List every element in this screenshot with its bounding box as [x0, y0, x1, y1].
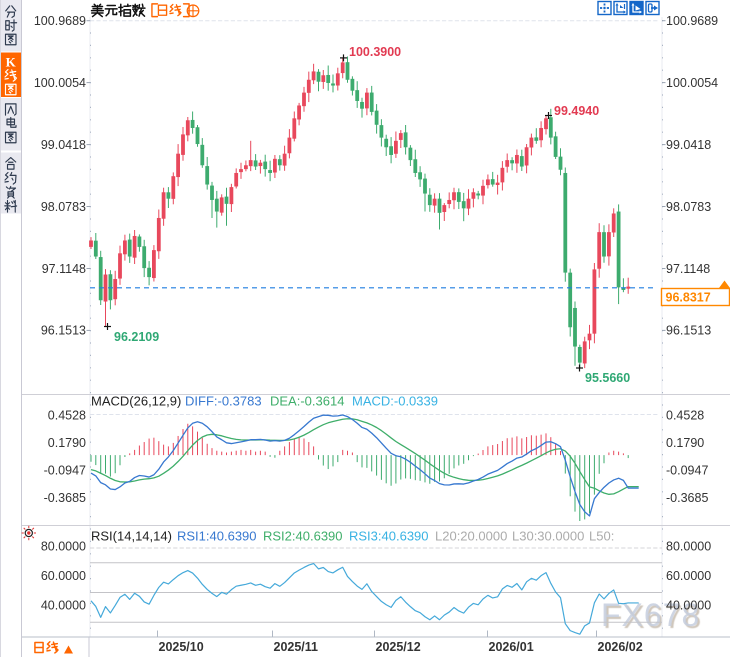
svg-text:2025/11: 2025/11 — [274, 640, 319, 654]
svg-text:60.0000: 60.0000 — [41, 569, 86, 583]
svg-text:2025/12: 2025/12 — [376, 640, 421, 654]
svg-text:100.0054: 100.0054 — [34, 76, 86, 90]
svg-text:99.0418: 99.0418 — [41, 138, 86, 152]
svg-text:0.1790: 0.1790 — [666, 436, 704, 450]
svg-text:100.0054: 100.0054 — [666, 76, 718, 90]
svg-text:RSI(14,14,14): RSI(14,14,14) — [91, 529, 172, 544]
svg-text:100.3900: 100.3900 — [349, 45, 401, 59]
svg-text:96.8317: 96.8317 — [666, 291, 711, 305]
svg-text:RSI2:40.6390: RSI2:40.6390 — [263, 529, 343, 544]
svg-text:-0.3685: -0.3685 — [44, 491, 86, 505]
svg-text:40.0000: 40.0000 — [41, 599, 86, 613]
svg-text:80.0000: 80.0000 — [41, 539, 86, 553]
svg-text:97.1148: 97.1148 — [42, 262, 86, 276]
svg-text:100.9689: 100.9689 — [34, 14, 86, 28]
svg-text:96.1513: 96.1513 — [666, 324, 711, 338]
svg-text:99.4940: 99.4940 — [554, 104, 599, 118]
svg-text:-0.0947: -0.0947 — [44, 464, 86, 478]
svg-text:DEA:-0.3614: DEA:-0.3614 — [270, 394, 344, 409]
svg-text:80.0000: 80.0000 — [666, 539, 711, 553]
svg-text:2026/01: 2026/01 — [489, 640, 534, 654]
svg-text:40.0000: 40.0000 — [666, 599, 711, 613]
svg-text:DIFF:-0.3783: DIFF:-0.3783 — [185, 394, 262, 409]
svg-text:96.2109: 96.2109 — [114, 330, 159, 344]
svg-text:95.5660: 95.5660 — [585, 371, 630, 385]
svg-text:L50:: L50: — [589, 529, 614, 544]
svg-text:0.4528: 0.4528 — [48, 409, 86, 423]
svg-text:2025/10: 2025/10 — [159, 640, 204, 654]
svg-text:K: K — [6, 55, 17, 70]
svg-text:60.0000: 60.0000 — [666, 569, 711, 583]
svg-text:99.0418: 99.0418 — [666, 138, 711, 152]
svg-text:RSI3:40.6390: RSI3:40.6390 — [349, 529, 429, 544]
svg-text:98.0783: 98.0783 — [666, 200, 711, 214]
svg-text:MACD:-0.0339: MACD:-0.0339 — [352, 394, 438, 409]
svg-text:RSI1:40.6390: RSI1:40.6390 — [177, 529, 257, 544]
svg-text:98.0783: 98.0783 — [41, 200, 86, 214]
svg-text:2026/02: 2026/02 — [598, 640, 643, 654]
svg-text:L30:30.0000: L30:30.0000 — [512, 529, 584, 544]
svg-text:-0.3685: -0.3685 — [666, 491, 708, 505]
svg-text:-0.0947: -0.0947 — [666, 464, 708, 478]
svg-text:96.1513: 96.1513 — [41, 324, 86, 338]
svg-text:0.4528: 0.4528 — [666, 409, 704, 423]
svg-text:0.1790: 0.1790 — [48, 436, 86, 450]
svg-text:MACD(26,12,9): MACD(26,12,9) — [91, 394, 181, 409]
svg-text:97.1148: 97.1148 — [666, 262, 710, 276]
svg-text:100.9689: 100.9689 — [666, 14, 718, 28]
svg-text:L20:20.0000: L20:20.0000 — [435, 529, 507, 544]
